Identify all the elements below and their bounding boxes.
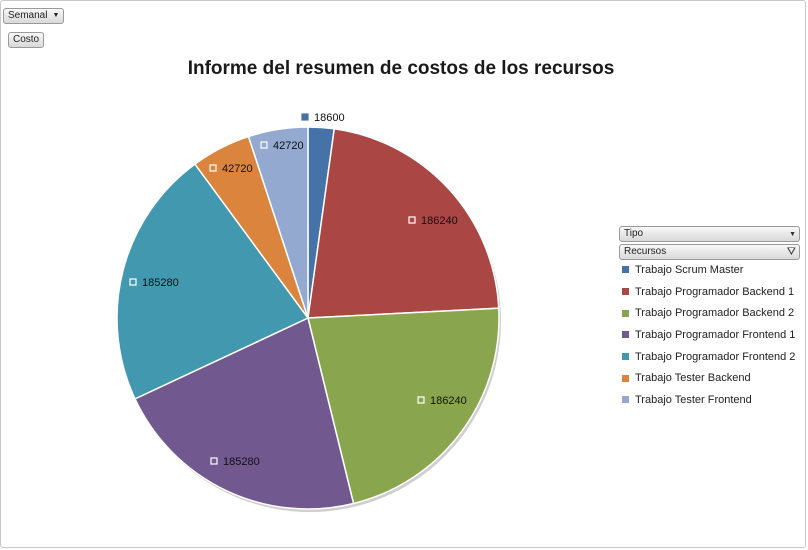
legend-item-trabajo-programador-frontend-1: Trabajo Programador Frontend 1: [622, 324, 795, 346]
pie-slice-trabajo-programador-frontend-1[interactable]: [133, 316, 355, 510]
legend-item-trabajo-scrum-master: Trabajo Scrum Master: [622, 259, 795, 281]
tipo-dropdown[interactable]: Tipo ▼: [619, 226, 800, 242]
data-label-marker: [209, 164, 217, 172]
legend-swatch: [622, 396, 629, 404]
data-label-trabajo-tester-backend: 42720: [222, 163, 253, 175]
pie-slice-trabajo-programador-backend-2[interactable]: [307, 307, 500, 505]
legend-label: Trabajo Programador Frontend 2: [635, 350, 796, 363]
filter-icon: ⛛: [786, 246, 796, 258]
pie-slice-trabajo-programador-frontend-2[interactable]: [116, 163, 310, 400]
value-field-label: Costo: [13, 34, 40, 45]
tipo-dropdown-label: Tipo: [624, 228, 644, 239]
data-label-trabajo-programador-frontend-1: 185280: [223, 456, 260, 468]
data-label-marker: [129, 278, 137, 286]
data-label-marker: [408, 216, 416, 224]
legend-swatch: [622, 374, 629, 382]
legend-swatch: [622, 331, 629, 339]
legend-swatch: [622, 353, 629, 361]
legend-item-trabajo-programador-frontend-2: Trabajo Programador Frontend 2: [622, 346, 795, 368]
data-label-marker: [417, 396, 425, 404]
value-field-button[interactable]: Costo: [8, 32, 45, 48]
legend-swatch: [622, 266, 629, 274]
legend-label: Trabajo Programador Frontend 1: [635, 328, 796, 341]
data-label-marker: [210, 457, 218, 465]
legend-label: Trabajo Tester Frontend: [635, 393, 752, 406]
period-dropdown[interactable]: Semanal ▼: [3, 8, 65, 24]
chart-legend: Trabajo Scrum Master Trabajo Programador …: [622, 259, 795, 411]
recursos-dropdown-label: Recursos: [624, 246, 667, 257]
data-label-marker: [260, 141, 268, 149]
chevron-down-icon: ▼: [52, 12, 60, 19]
legend-label: Trabajo Programador Backend 2: [635, 307, 795, 320]
legend-item-trabajo-programador-backend-1: Trabajo Programador Backend 1: [622, 281, 795, 303]
legend-item-trabajo-programador-backend-2: Trabajo Programador Backend 2: [622, 302, 795, 324]
data-label-trabajo-programador-backend-2: 186240: [430, 395, 467, 407]
legend-item-trabajo-tester-frontend: Trabajo Tester Frontend: [622, 389, 795, 411]
data-label-marker: [301, 113, 309, 121]
chevron-down-icon: ▼: [789, 231, 796, 238]
data-label-trabajo-scrum-master: 18600: [314, 112, 345, 124]
legend-label: Trabajo Programador Backend 1: [635, 285, 795, 298]
data-label-trabajo-tester-frontend: 42720: [273, 140, 304, 152]
legend-swatch: [622, 309, 629, 317]
data-label-trabajo-programador-frontend-2: 185280: [142, 277, 179, 289]
chart-title: Informe del resumen de costos de los rec…: [187, 58, 615, 79]
period-dropdown-label: Semanal: [8, 10, 48, 21]
legend-item-trabajo-tester-backend: Trabajo Tester Backend: [622, 367, 795, 389]
legend-label: Trabajo Scrum Master: [635, 263, 744, 276]
pie-slice-trabajo-programador-backend-1[interactable]: [307, 127, 500, 319]
pie-slice-trabajo-tester-frontend[interactable]: [247, 126, 309, 319]
data-label-trabajo-programador-backend-1: 186240: [421, 215, 458, 227]
recursos-dropdown[interactable]: Recursos ⛛: [619, 244, 800, 260]
legend-label: Trabajo Tester Backend: [635, 372, 751, 385]
legend-swatch: [622, 288, 629, 296]
